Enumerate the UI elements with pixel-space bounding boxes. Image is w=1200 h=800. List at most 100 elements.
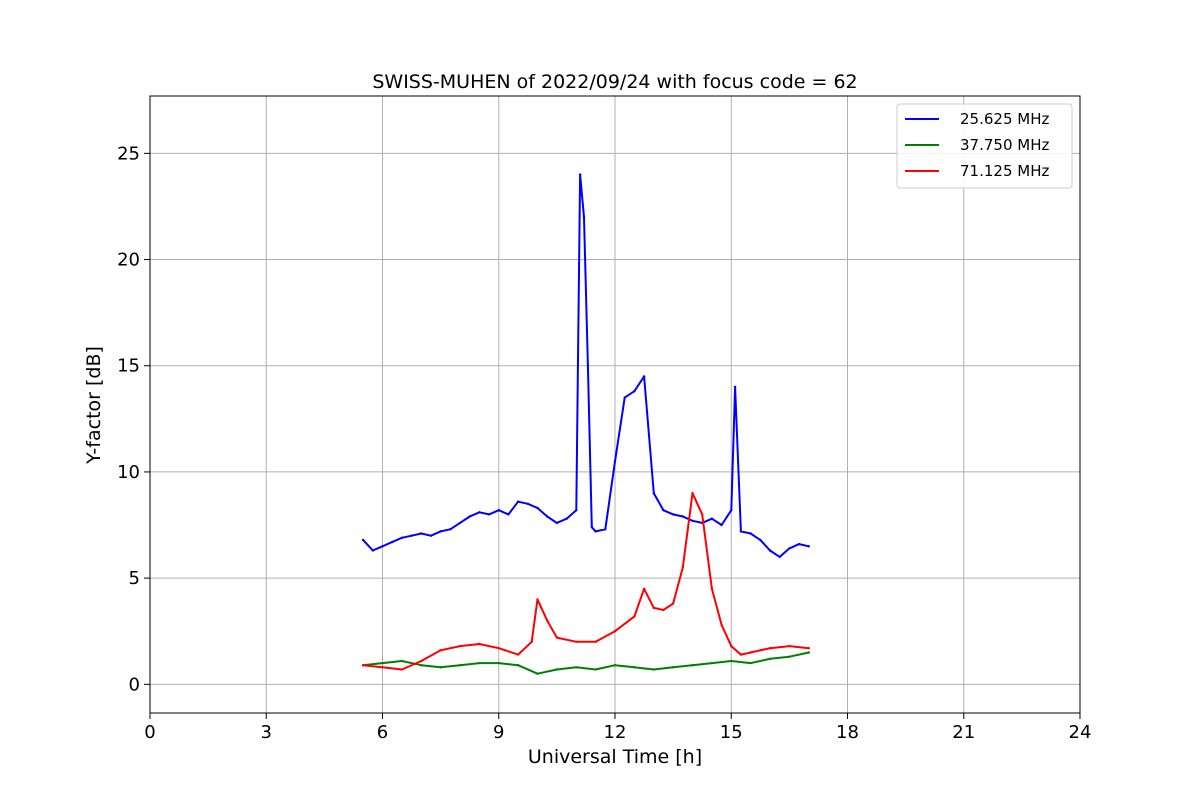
x-axis-label: Universal Time [h]: [528, 746, 702, 768]
series-1-point: [536, 672, 539, 675]
series-2-point: [400, 668, 404, 671]
series-0-point: [410, 534, 413, 537]
x-tick-label: 15: [720, 722, 743, 743]
series-0-point: [710, 517, 714, 520]
series-1-point: [400, 659, 404, 663]
series-2-point: [671, 602, 675, 605]
legend: 25.625 MHz 37.750 MHz 71.125 MHz: [896, 103, 1073, 189]
series-0-point: [720, 523, 723, 527]
series-2-point: [768, 647, 772, 650]
series-1-point: [478, 661, 481, 665]
series-1-point: [555, 668, 559, 671]
series-2-point: [720, 623, 723, 627]
x-tick-label: 12: [604, 722, 627, 743]
series-2-point: [594, 640, 597, 643]
series-1-point: [613, 664, 617, 667]
series-2-point: [739, 653, 743, 656]
series-0-point: [429, 534, 433, 537]
ticks: 0 3 6 9 12 15 18 21 24 0 5 10 15 20 25: [117, 143, 1091, 743]
series-0-point: [788, 547, 791, 550]
series-2-point: [759, 649, 762, 652]
series-1-point: [516, 664, 520, 667]
series-0-point: [590, 526, 593, 529]
series-0-point: [797, 542, 801, 546]
series-2-point: [662, 608, 665, 612]
series-1-point: [575, 666, 578, 669]
series-0-point: [381, 545, 384, 548]
x-tick-label: 24: [1069, 722, 1092, 743]
series-2-point: [458, 644, 462, 648]
y-tick-label: 5: [129, 568, 140, 589]
series-layer: [361, 173, 810, 675]
series-0-point: [391, 540, 394, 544]
series-0-point: [730, 509, 733, 512]
series-1-point: [768, 657, 772, 660]
series-0-point: [633, 390, 636, 393]
y-tick-label: 0: [129, 674, 140, 695]
series-2-point: [555, 636, 559, 639]
series-1-point: [749, 661, 752, 665]
series-0-point: [546, 515, 549, 518]
series-1-point: [381, 661, 384, 665]
series-0-point: [691, 519, 694, 522]
series-0-point: [536, 506, 539, 510]
series-0-point: [739, 530, 743, 533]
legend-label-2: 71.125 MHz: [960, 162, 1049, 180]
series-0-point: [759, 538, 762, 542]
series-1-point: [633, 666, 636, 669]
y-axis-label: Y-factor [dB]: [83, 346, 105, 465]
series-2-point: [681, 566, 684, 569]
series-2-point: [642, 587, 646, 590]
series-0-point: [662, 509, 665, 512]
series-0-point: [642, 375, 646, 378]
x-tick-label: 18: [836, 722, 859, 743]
series-0-point: [604, 528, 607, 531]
x-tick-label: 21: [952, 722, 975, 743]
series-1-point: [710, 661, 714, 665]
series-0-point: [449, 528, 452, 531]
x-tick-label: 0: [144, 722, 155, 743]
series-0-point: [420, 532, 423, 535]
series-0-point: [623, 396, 626, 399]
legend-label-0: 25.625 MHz: [960, 110, 1049, 128]
series-0-point: [733, 385, 737, 389]
series-0-point: [807, 545, 810, 548]
series-0-point: [586, 364, 590, 367]
series-2-point: [788, 644, 791, 648]
series-2-point: [516, 653, 520, 656]
series-0-point: [400, 536, 404, 539]
series-1-point: [807, 651, 810, 654]
series-0-point: [487, 513, 491, 516]
series-2-point: [807, 647, 810, 650]
series-2-point: [730, 644, 733, 648]
series-2-point: [381, 666, 384, 669]
series-1-point: [691, 664, 694, 667]
series-0-point: [526, 502, 529, 505]
series-0-point: [749, 532, 752, 535]
series-0-point: [361, 538, 365, 542]
series-0-point: [497, 509, 500, 512]
series-1-point: [497, 661, 500, 665]
series-2-point: [633, 615, 636, 618]
series-1-point: [420, 664, 423, 667]
chart-title: SWISS-MUHEN of 2022/09/24 with focus cod…: [372, 71, 857, 93]
y-tick-label: 20: [117, 250, 140, 271]
series-2-point: [530, 640, 533, 643]
x-tick-label: 6: [377, 722, 388, 743]
series-1-point: [458, 664, 462, 667]
series-0-point: [582, 215, 586, 219]
series-1-point: [439, 666, 442, 669]
series-2-point: [613, 630, 617, 633]
series-2-point: [749, 651, 752, 654]
x-tick-label: 9: [493, 722, 504, 743]
series-2-point: [361, 664, 365, 667]
series-2-point: [691, 492, 694, 495]
series-0-point: [371, 549, 374, 552]
series-0-point: [594, 530, 597, 533]
series-0-point: [478, 511, 481, 514]
y-tick-label: 15: [117, 356, 140, 377]
series-0-point: [652, 492, 655, 495]
series-0-point: [778, 555, 781, 559]
series-0-point: [681, 515, 684, 518]
y-tick-label: 10: [117, 462, 140, 483]
